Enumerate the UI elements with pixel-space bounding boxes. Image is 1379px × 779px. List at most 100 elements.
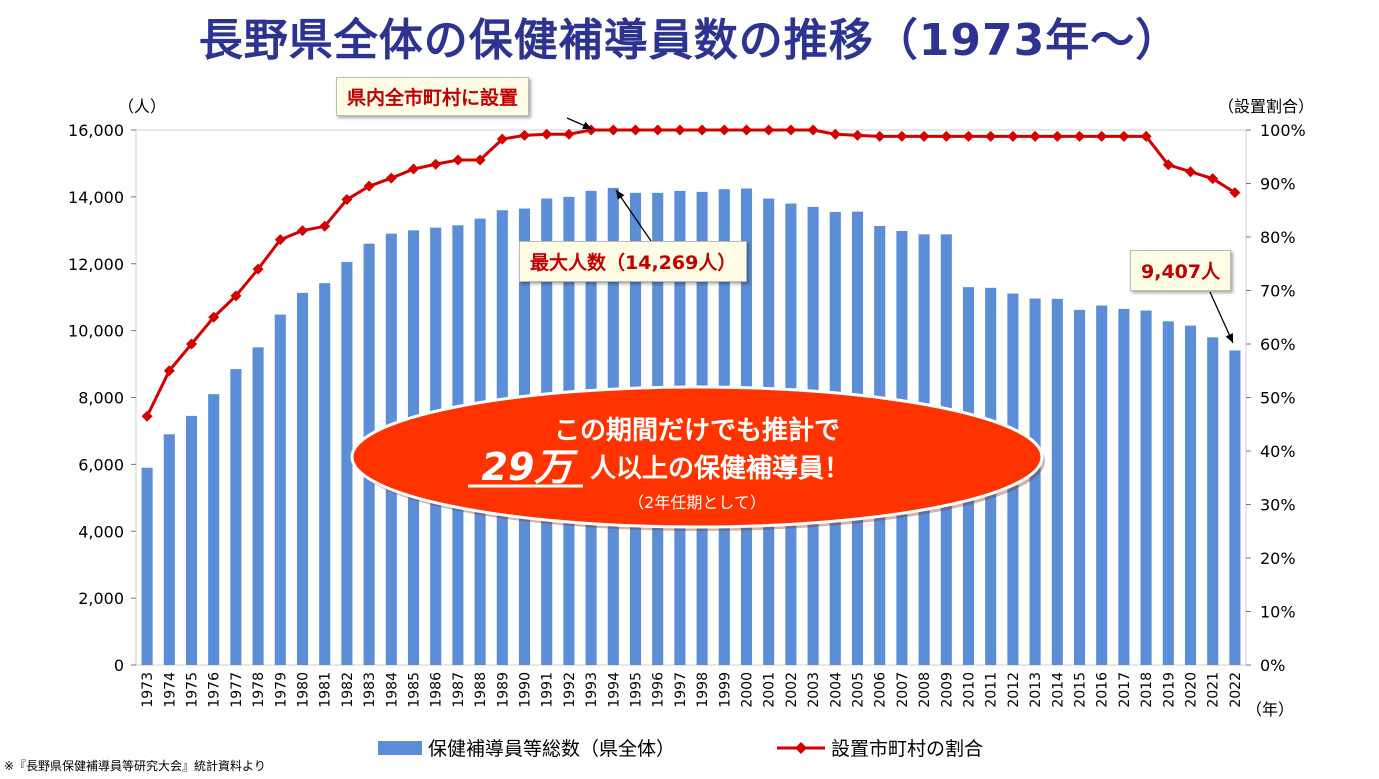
line-point bbox=[252, 263, 264, 275]
y-left-tick-label: 6,000 bbox=[78, 455, 124, 474]
left-axis-unit: （人） bbox=[118, 97, 167, 116]
x-tick-label: 1988 bbox=[473, 672, 489, 708]
line-point bbox=[1096, 130, 1108, 142]
x-tick-label: 1994 bbox=[606, 672, 622, 708]
x-tick-label: 2004 bbox=[828, 672, 844, 708]
y-right-tick-label: 100% bbox=[1260, 121, 1306, 140]
line-point bbox=[607, 124, 619, 136]
line-point bbox=[163, 365, 175, 377]
x-tick-label: 2001 bbox=[762, 672, 778, 708]
x-tick-label: 2014 bbox=[1050, 672, 1066, 708]
line-point bbox=[1185, 166, 1196, 178]
x-tick-label: 2016 bbox=[1095, 672, 1111, 708]
bar bbox=[1118, 308, 1130, 665]
bar bbox=[252, 347, 264, 665]
y-left-tick-label: 16,000 bbox=[68, 121, 124, 140]
x-tick-label: 1989 bbox=[495, 672, 511, 708]
ellipse-callout bbox=[350, 385, 1044, 529]
line-point bbox=[940, 130, 952, 142]
bar bbox=[274, 314, 286, 665]
y-left-tick-label: 10,000 bbox=[68, 322, 124, 341]
x-tick-label: 2019 bbox=[1161, 672, 1177, 708]
x-tick-label: 2021 bbox=[1206, 672, 1222, 708]
source-note: ※『長野県保健補導員等研究大会』統計資料より bbox=[4, 759, 266, 773]
line-point bbox=[896, 130, 908, 142]
y-left-tick-label: 4,000 bbox=[78, 522, 124, 541]
bar bbox=[1162, 321, 1174, 665]
y-right-tick-label: 80% bbox=[1260, 228, 1296, 247]
line-point bbox=[452, 154, 464, 166]
x-tick-label: 1993 bbox=[584, 672, 600, 708]
bar bbox=[141, 467, 153, 665]
line-point bbox=[186, 338, 197, 350]
line-point bbox=[1162, 159, 1174, 171]
x-tick-label: 1987 bbox=[451, 672, 467, 708]
line-point bbox=[807, 124, 819, 136]
x-tick-label: 1995 bbox=[629, 672, 645, 708]
line-point bbox=[852, 129, 863, 141]
line-point bbox=[918, 130, 930, 142]
line-point bbox=[274, 234, 286, 246]
x-axis-unit: （年） bbox=[1246, 700, 1295, 719]
x-tick-label: 1999 bbox=[717, 672, 733, 708]
x-tick-label: 2006 bbox=[873, 672, 889, 708]
x-tick-label: 1975 bbox=[185, 672, 201, 708]
x-tick-label: 1980 bbox=[296, 672, 312, 708]
line-point bbox=[1029, 130, 1041, 142]
bar bbox=[163, 434, 175, 665]
line-point bbox=[874, 130, 886, 142]
arrow-max-people-head bbox=[616, 190, 625, 200]
arrow-latest bbox=[1209, 291, 1234, 344]
line-point bbox=[674, 124, 686, 136]
x-tick-label: 1983 bbox=[362, 672, 378, 708]
x-tick-label: 2002 bbox=[784, 672, 800, 708]
line-point bbox=[829, 128, 841, 140]
y-right-tick-label: 20% bbox=[1260, 549, 1296, 568]
ellipse-line1: この期間だけでも推計で bbox=[554, 415, 840, 446]
line-point bbox=[430, 158, 442, 170]
bar bbox=[1140, 310, 1152, 665]
bar bbox=[1096, 305, 1108, 665]
legend-line-swatch bbox=[777, 741, 825, 754]
x-tick-label: 2003 bbox=[806, 672, 822, 708]
callout-all-municipalities: 県内全市町村に設置 bbox=[336, 77, 530, 116]
y-right-tick-label: 70% bbox=[1260, 282, 1296, 301]
y-right-tick-label: 40% bbox=[1260, 442, 1296, 461]
line-point bbox=[541, 128, 553, 140]
x-tick-label: 2022 bbox=[1228, 672, 1244, 708]
x-tick-label: 2018 bbox=[1139, 672, 1155, 708]
line-point bbox=[297, 225, 308, 237]
ellipse-big-number: 29万 bbox=[482, 445, 579, 489]
ellipse-note: （2年任期として） bbox=[628, 493, 766, 512]
x-tick-label: 1985 bbox=[407, 672, 423, 708]
legend-line: 設置市町村の割合 bbox=[775, 734, 983, 761]
line-point bbox=[319, 220, 331, 232]
line-point bbox=[696, 124, 708, 136]
x-tick-label: 1986 bbox=[429, 672, 445, 708]
bar bbox=[1073, 309, 1086, 665]
callout-max-people: 最大人数（14,269人） bbox=[519, 241, 748, 282]
x-tick-label: 1992 bbox=[562, 672, 578, 708]
line-point bbox=[741, 124, 752, 136]
line-point bbox=[763, 124, 775, 136]
arrow-max-people bbox=[615, 189, 652, 242]
line-point bbox=[1051, 130, 1063, 142]
bar bbox=[1051, 298, 1063, 665]
arrow-latest-head bbox=[1225, 333, 1233, 343]
x-tick-label: 2011 bbox=[984, 672, 1000, 708]
x-tick-label: 2020 bbox=[1184, 672, 1200, 708]
x-tick-label: 1976 bbox=[207, 672, 223, 708]
x-tick-label: 1991 bbox=[540, 672, 556, 708]
x-tick-label: 1998 bbox=[695, 672, 711, 708]
line-point bbox=[630, 124, 641, 136]
bar bbox=[319, 283, 331, 665]
bar bbox=[1207, 337, 1219, 665]
line-point bbox=[519, 129, 530, 141]
x-tick-label: 2010 bbox=[962, 672, 978, 708]
x-tick-label: 1973 bbox=[140, 672, 156, 708]
x-tick-label: 1990 bbox=[518, 672, 534, 708]
line-point bbox=[718, 124, 730, 136]
x-tick-label: 2009 bbox=[939, 672, 955, 708]
y-right-tick-label: 0% bbox=[1260, 656, 1285, 675]
